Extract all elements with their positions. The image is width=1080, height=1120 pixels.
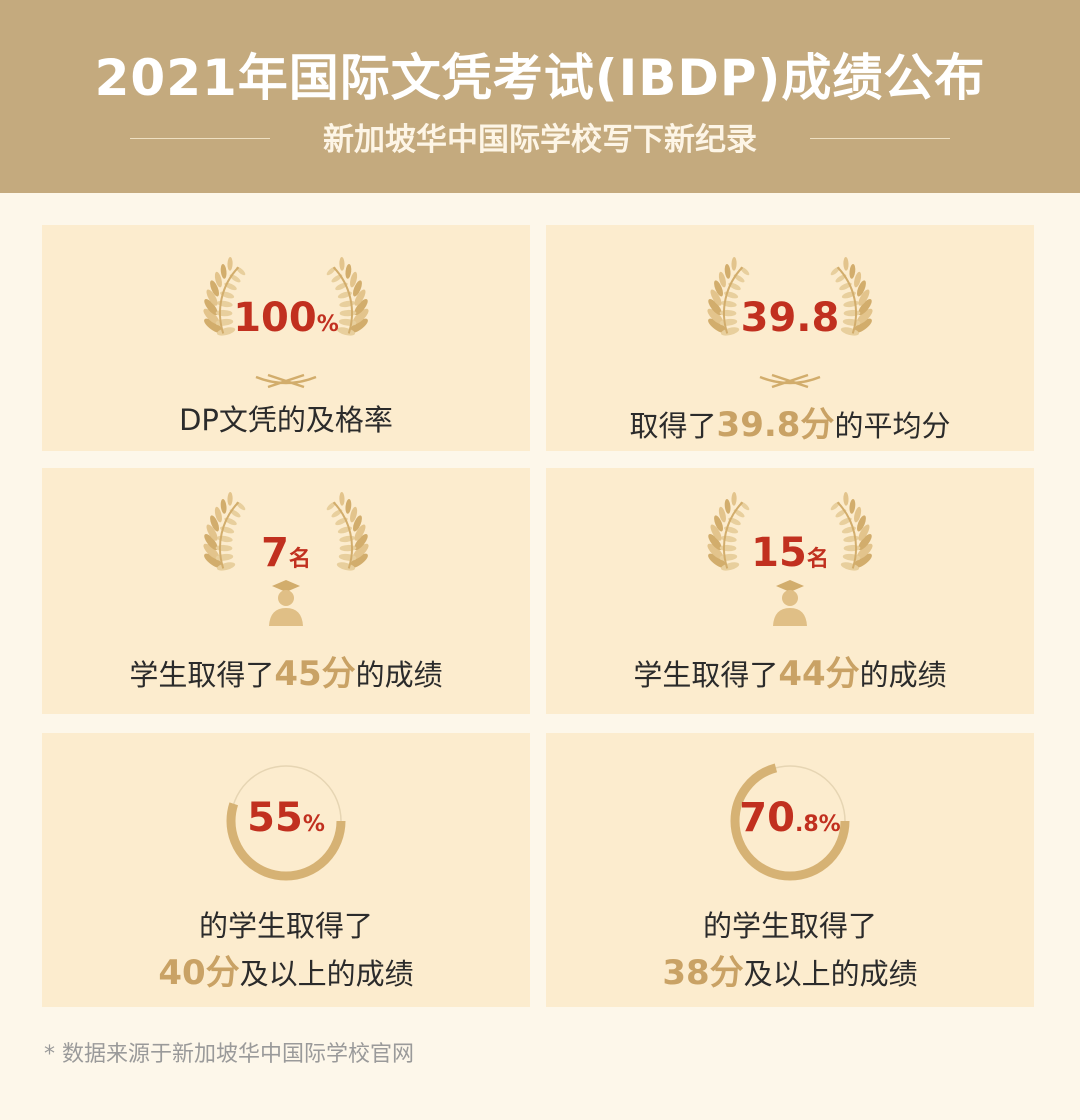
stat-card-45: 7名 学生取得了45分的成绩	[42, 468, 530, 714]
stat-card-40-plus: 55% 的学生取得了 40分及以上的成绩	[42, 733, 530, 1007]
stat-caption-line1: 的学生取得了	[702, 909, 877, 943]
page-subtitle: 新加坡华中国际学校写下新纪录	[323, 122, 757, 158]
data-source-footnote: * 数据来源于新加坡华中国际学校官网	[44, 1042, 414, 1067]
stat-card-pass-rate: 100% DP文凭的及格率	[42, 225, 530, 451]
stat-caption-line1: 的学生取得了	[198, 909, 373, 943]
header-banner: 2021年国际文凭考试(IBDP)成绩公布 新加坡华中国际学校写下新纪录	[0, 0, 1080, 193]
graduate-icon	[269, 580, 303, 626]
stat-card-average: 39.8 取得了39.8分的平均分	[546, 225, 1034, 451]
laurel-wreath-icon	[203, 257, 369, 389]
stat-caption: DP文凭的及格率	[179, 403, 393, 437]
stat-value: 70.8%	[739, 795, 841, 841]
stat-card-44: 15名 学生取得了44分的成绩	[546, 468, 1034, 714]
laurel-wreath-icon	[707, 492, 873, 626]
laurel-wreath-icon	[203, 492, 369, 626]
stat-caption: 学生取得了44分的成绩	[633, 654, 947, 694]
laurel-wreath-icon	[707, 257, 873, 389]
stat-value: 15名	[751, 530, 829, 576]
page-title: 2021年国际文凭考试(IBDP)成绩公布	[94, 49, 986, 107]
stat-value: 100%	[233, 295, 339, 341]
subtitle-rule-right	[810, 138, 950, 139]
progress-ring-icon	[730, 761, 850, 881]
stat-card-38-plus: 70.8% 的学生取得了 38分及以上的成绩	[546, 733, 1034, 1007]
graduate-icon	[773, 580, 807, 626]
subtitle-rule-left	[130, 138, 270, 139]
stat-caption: 学生取得了45分的成绩	[129, 654, 443, 694]
progress-ring-icon	[226, 761, 346, 881]
stat-value: 7名	[261, 530, 311, 576]
stat-caption: 取得了39.8分的平均分	[629, 405, 951, 445]
stat-value: 39.8	[740, 295, 840, 341]
stat-caption-line2: 40分及以上的成绩	[158, 953, 414, 993]
stat-value: 55%	[247, 795, 325, 841]
stat-caption-line2: 38分及以上的成绩	[662, 953, 918, 993]
